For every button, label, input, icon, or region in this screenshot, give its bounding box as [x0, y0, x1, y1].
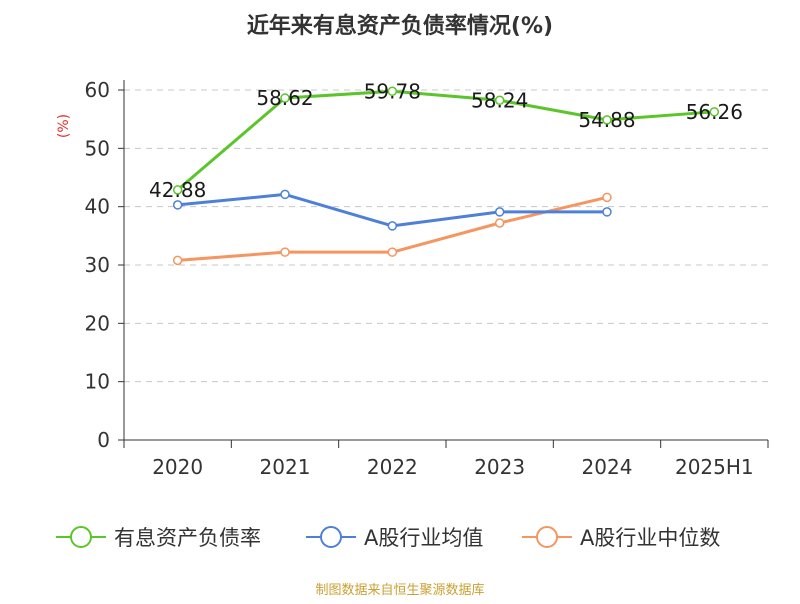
x-tick-label: 2022	[367, 455, 418, 479]
legend-item-1: A股行业均值	[306, 526, 483, 550]
legend-label: 有息资产负债率	[114, 526, 261, 550]
data-label: 56.26	[686, 100, 743, 124]
data-label: 42.88	[149, 178, 206, 202]
x-tick-label: 2024	[582, 455, 633, 479]
data-point	[387, 221, 398, 231]
legend-label: A股行业均值	[364, 526, 483, 550]
series-line	[176, 89, 716, 192]
grid-layer	[124, 89, 768, 383]
y-tick-label: 30	[85, 253, 110, 277]
data-label: 59.78	[364, 79, 421, 103]
data-point	[494, 207, 505, 217]
data-point	[280, 247, 290, 257]
data-point	[387, 247, 398, 257]
data-point	[602, 115, 612, 125]
data-point	[494, 95, 505, 106]
x-tick-label: 2021	[260, 455, 311, 479]
legend-item-0: 有息资产负债率	[56, 526, 261, 550]
y-tick-label: 50	[85, 136, 110, 160]
legend: 有息资产负债率 A股行业均值 A股行业中位数	[56, 526, 720, 550]
y-tick-label: 60	[85, 78, 110, 102]
y-tick-label: 20	[85, 311, 110, 335]
data-point	[709, 107, 720, 117]
data-label: 58.62	[256, 86, 313, 110]
series-layer	[172, 86, 720, 266]
data-point	[494, 218, 505, 228]
y-tick-label: 0	[97, 428, 110, 452]
legend-swatch-marker	[536, 526, 558, 548]
chart-title: 近年来有息资产负债率情况(%)	[247, 13, 553, 39]
series-1	[172, 189, 612, 231]
legend-label: A股行业中位数	[580, 526, 720, 550]
data-point	[172, 185, 183, 195]
data-point	[280, 93, 290, 103]
data-point	[602, 207, 612, 217]
series-0	[172, 86, 720, 195]
legend-swatch-marker	[320, 526, 342, 548]
source-note: 制图数据来自恒生聚源数据库	[315, 582, 484, 598]
y-tick-label: 10	[85, 370, 110, 394]
x-tick-label: 2023	[474, 455, 525, 479]
axis-layer: 0 10 20 30 40 50 60 2020 2021 2022 2023 2024 2025H1	[85, 78, 769, 479]
x-tick-label: 2025H1	[675, 455, 754, 479]
series-2	[172, 192, 612, 266]
data-label-layer: 42.88 58.62 59.78 58.24 54.88 56.26	[149, 79, 743, 202]
legend-item-2: A股行业中位数	[522, 526, 720, 550]
legend-swatch-marker	[70, 526, 92, 548]
data-point	[172, 200, 183, 210]
y-axis-label: (%)	[56, 114, 72, 138]
data-label: 58.24	[471, 88, 528, 112]
data-label: 54.88	[578, 108, 635, 132]
data-point	[602, 192, 612, 203]
data-point	[387, 86, 398, 97]
data-point	[172, 255, 183, 266]
data-point	[280, 189, 290, 200]
y-tick-label: 40	[85, 195, 110, 219]
x-tick-label: 2020	[152, 455, 203, 479]
